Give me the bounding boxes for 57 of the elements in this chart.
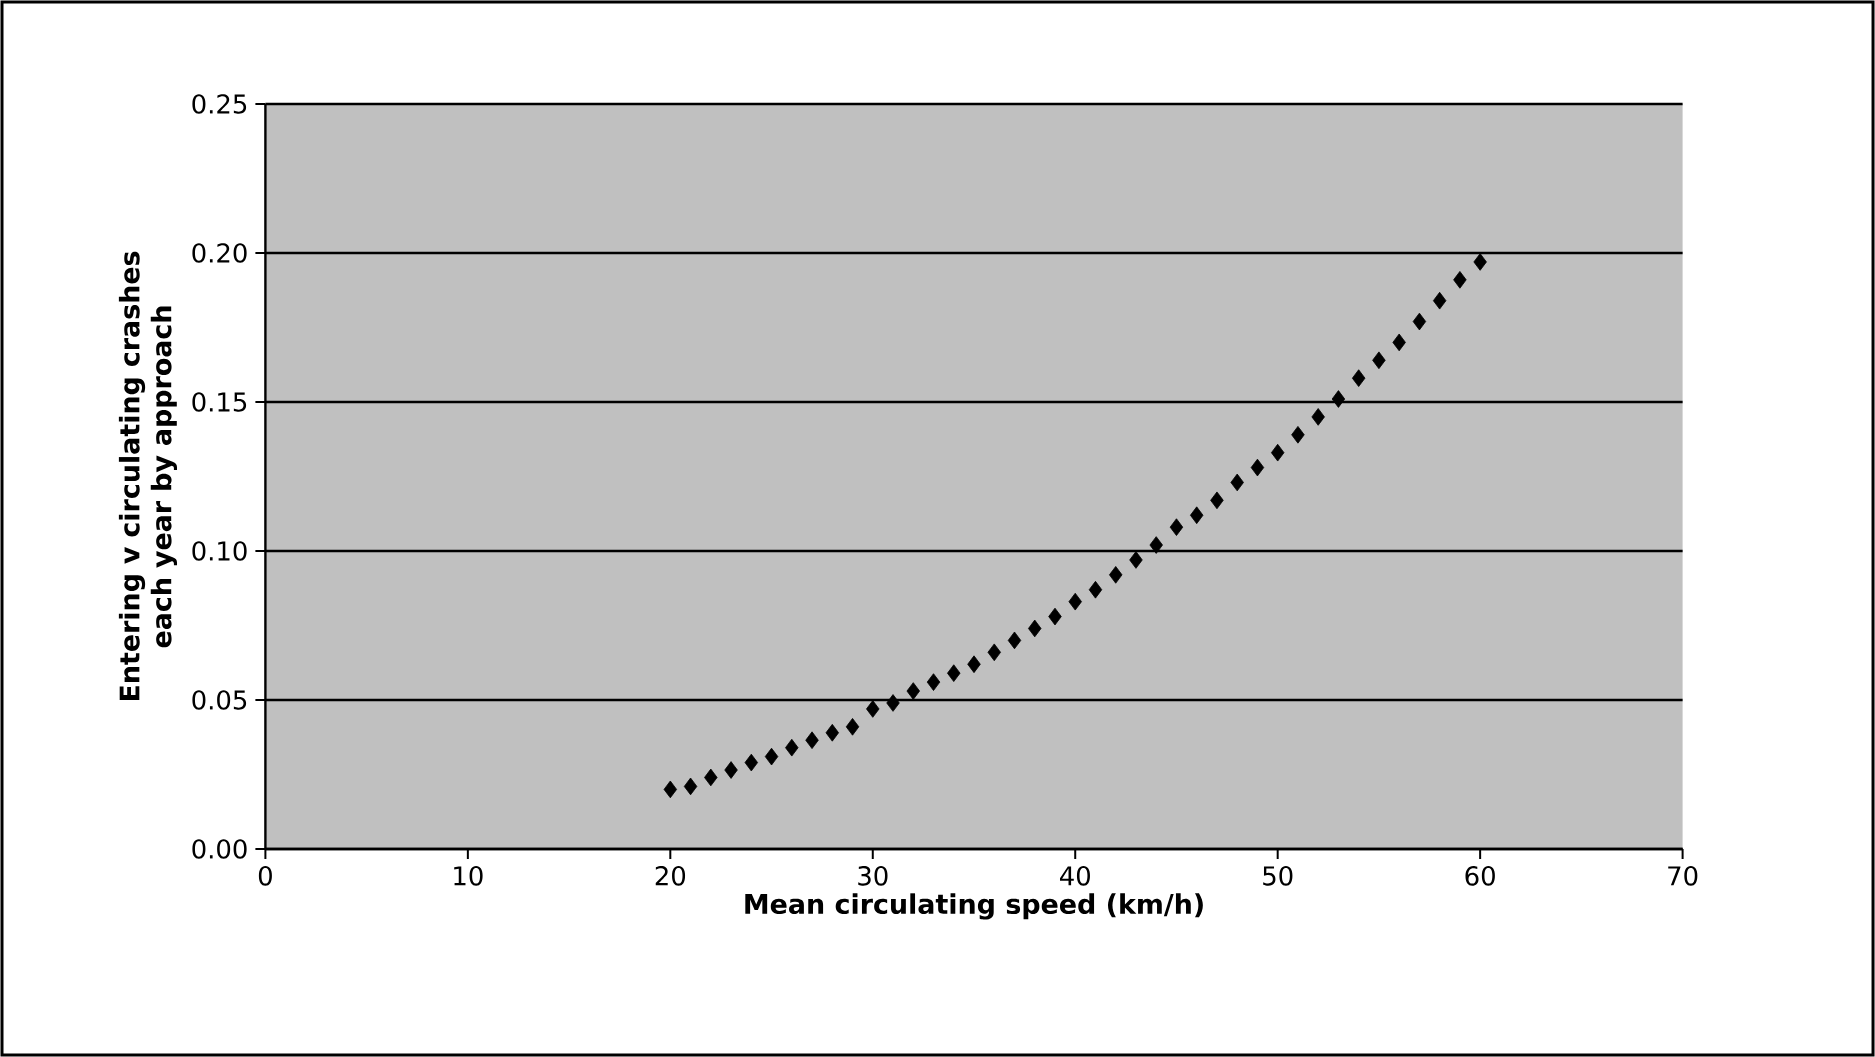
y-tick-label: 0.05 bbox=[192, 690, 247, 710]
point bbox=[1088, 580, 1103, 599]
point bbox=[947, 664, 961, 682]
point bbox=[1129, 551, 1143, 569]
point bbox=[886, 694, 900, 712]
point bbox=[866, 700, 880, 718]
point bbox=[1109, 566, 1123, 584]
point bbox=[1048, 607, 1062, 626]
y-axis-title: Entering v circulating crashes each year by approach bbox=[118, 251, 178, 701]
point bbox=[845, 718, 860, 736]
point bbox=[1028, 619, 1042, 638]
point bbox=[1190, 506, 1204, 525]
point bbox=[1331, 390, 1346, 408]
point bbox=[1007, 631, 1022, 650]
point bbox=[1250, 458, 1265, 477]
point bbox=[1453, 271, 1467, 289]
x-tick-label: 70 bbox=[1668, 866, 1698, 886]
point bbox=[1270, 443, 1285, 462]
point bbox=[825, 723, 839, 742]
point bbox=[1473, 253, 1487, 271]
y-tick-label: 0.25 bbox=[192, 94, 247, 114]
point bbox=[1351, 369, 1366, 387]
x-axis-title: Mean circulating speed (km/h) bbox=[745, 893, 1203, 920]
point bbox=[987, 643, 1001, 662]
point bbox=[1149, 536, 1163, 554]
y-tick-label: 0.10 bbox=[192, 541, 247, 561]
point bbox=[805, 731, 819, 750]
point bbox=[1392, 333, 1406, 352]
point bbox=[1311, 408, 1325, 426]
x-tick-label: 20 bbox=[655, 866, 686, 886]
point bbox=[926, 673, 941, 691]
x-tick-label: 10 bbox=[454, 866, 483, 886]
point bbox=[683, 777, 698, 796]
x-tick-label: 60 bbox=[1465, 866, 1495, 886]
point bbox=[764, 747, 779, 766]
point bbox=[704, 768, 718, 787]
point bbox=[1372, 351, 1386, 370]
x-tick-label: 0 bbox=[258, 866, 272, 886]
point bbox=[724, 761, 738, 779]
y-tick-label: 0.00 bbox=[192, 839, 247, 859]
point bbox=[967, 655, 981, 674]
x-tick-label: 40 bbox=[1060, 866, 1090, 886]
point bbox=[1230, 473, 1244, 492]
point bbox=[1412, 312, 1427, 331]
point bbox=[906, 682, 920, 700]
point bbox=[663, 780, 678, 799]
point bbox=[1068, 592, 1082, 611]
y-tick-label: 0.20 bbox=[192, 243, 247, 263]
point bbox=[785, 738, 799, 757]
point bbox=[1291, 425, 1305, 444]
point bbox=[1210, 491, 1224, 510]
point bbox=[1432, 291, 1447, 310]
point bbox=[744, 753, 758, 772]
point bbox=[1169, 518, 1184, 536]
x-tick-label: 30 bbox=[858, 866, 888, 886]
y-tick-label: 0.15 bbox=[192, 392, 247, 412]
x-tick-label: 50 bbox=[1263, 866, 1293, 886]
